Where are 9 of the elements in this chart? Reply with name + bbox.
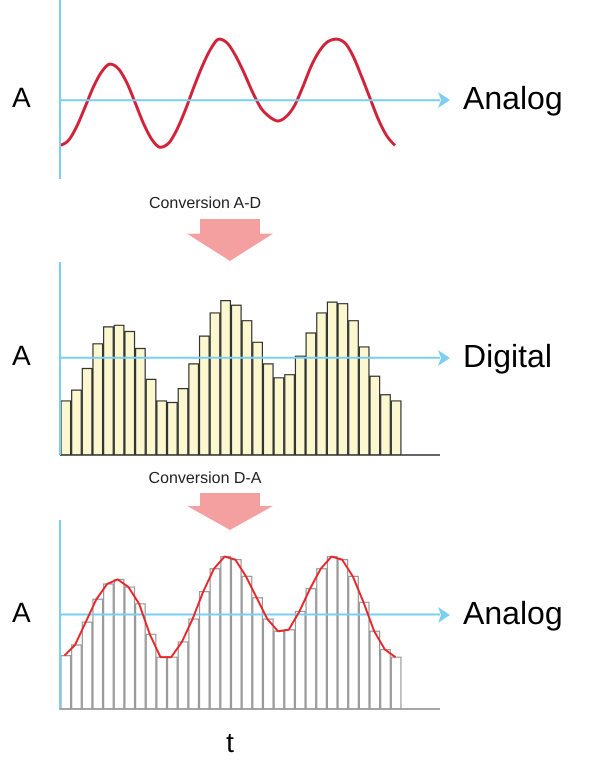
x-axis-title: Digital xyxy=(463,338,552,375)
text: t xyxy=(225,727,235,759)
x-axis-title: Analog xyxy=(463,80,563,117)
chart-title: Conversion A-D xyxy=(148,195,262,213)
y-axis-title: A xyxy=(12,340,31,372)
y-axis-title: A xyxy=(12,596,31,628)
y-axis-title: A xyxy=(12,82,31,114)
chart-title: Conversion D-A xyxy=(148,470,262,488)
x-axis-title: Analog xyxy=(463,594,563,632)
